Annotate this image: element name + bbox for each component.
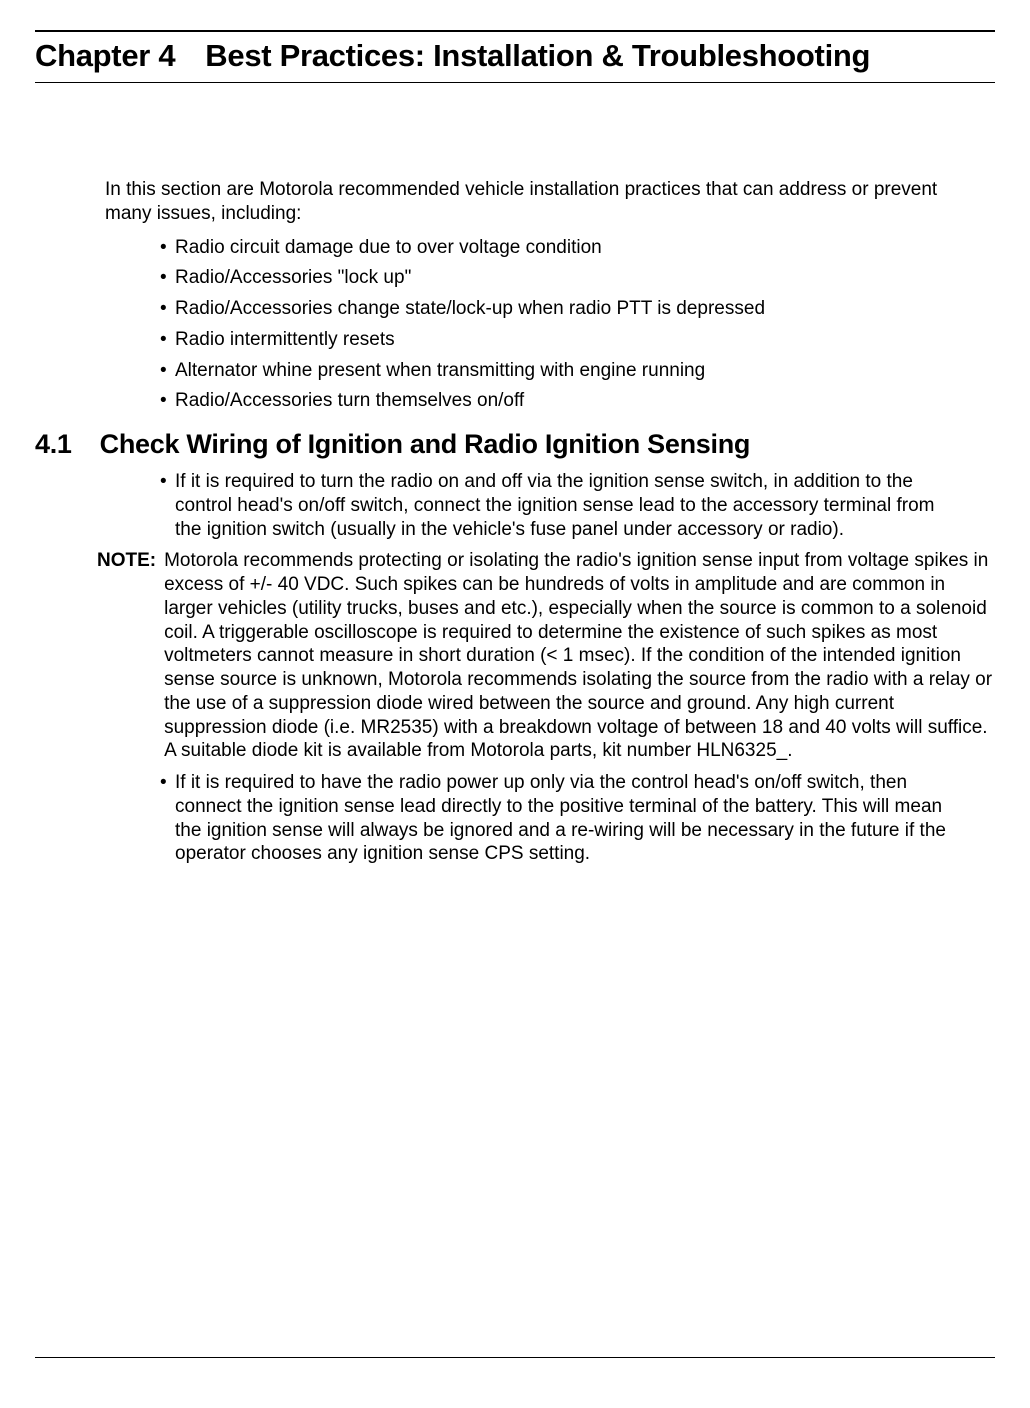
chapter-name: Best Practices: Installation & Troublesh…	[205, 38, 870, 74]
chapter-label: Chapter 4	[35, 38, 175, 74]
note-block: NOTE: Motorola recommends protecting or …	[97, 549, 995, 763]
list-item: Alternator whine present when transmitti…	[160, 359, 965, 383]
section-number: 4.1	[35, 429, 72, 460]
list-item: Radio/Accessories "lock up"	[160, 266, 965, 290]
list-item: Radio circuit damage due to over voltage…	[160, 236, 965, 260]
list-item: Radio/Accessories turn themselves on/off	[160, 389, 965, 413]
intro-paragraph: In this section are Motorola recommended…	[105, 178, 985, 226]
list-item: Radio intermittently resets	[160, 328, 965, 352]
mid-rule	[35, 82, 995, 83]
list-item: If it is required to have the radio powe…	[160, 771, 965, 866]
note-text: Motorola recommends protecting or isolat…	[164, 549, 995, 763]
bottom-rule	[35, 1357, 995, 1358]
note-label: NOTE:	[97, 549, 156, 763]
issues-list: Radio circuit damage due to over voltage…	[160, 236, 965, 414]
section-title: Check Wiring of Ignition and Radio Ignit…	[100, 429, 750, 460]
section-bullets-1: If it is required to turn the radio on a…	[160, 470, 965, 541]
chapter-title: Chapter 4 Best Practices: Installation &…	[35, 38, 995, 74]
section-heading: 4.1 Check Wiring of Ignition and Radio I…	[35, 429, 995, 460]
top-rule	[35, 30, 995, 32]
section-bullets-2: If it is required to have the radio powe…	[160, 771, 965, 866]
list-item: Radio/Accessories change state/lock-up w…	[160, 297, 965, 321]
list-item: If it is required to turn the radio on a…	[160, 470, 965, 541]
